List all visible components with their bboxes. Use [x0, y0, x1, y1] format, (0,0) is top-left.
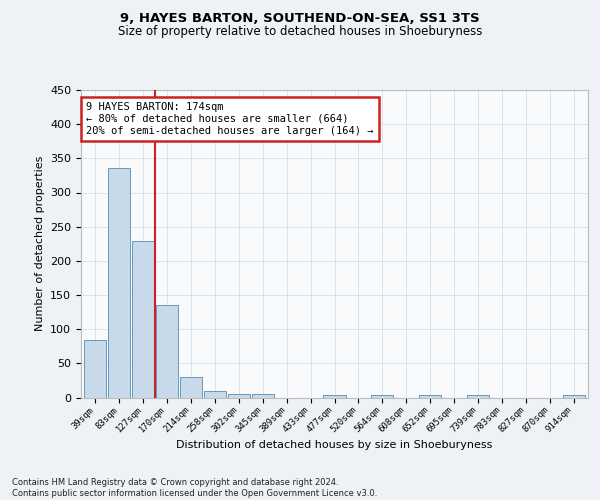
Bar [85, 340, 106, 398]
Text: Size of property relative to detached houses in Shoeburyness: Size of property relative to detached ho… [118, 25, 482, 38]
Bar [108, 168, 130, 398]
Bar [252, 394, 274, 398]
X-axis label: Distribution of detached houses by size in Shoeburyness: Distribution of detached houses by size … [176, 440, 493, 450]
Text: Contains HM Land Registry data © Crown copyright and database right 2024.
Contai: Contains HM Land Registry data © Crown c… [12, 478, 377, 498]
Bar [228, 394, 250, 398]
Bar [419, 396, 441, 398]
Bar [180, 377, 202, 398]
Bar [132, 241, 154, 398]
Bar [323, 396, 346, 398]
Text: 9 HAYES BARTON: 174sqm
← 80% of detached houses are smaller (664)
20% of semi-de: 9 HAYES BARTON: 174sqm ← 80% of detached… [86, 102, 374, 136]
Bar [467, 396, 489, 398]
Bar [156, 304, 178, 398]
Bar [204, 390, 226, 398]
Bar [563, 396, 584, 398]
Text: 9, HAYES BARTON, SOUTHEND-ON-SEA, SS1 3TS: 9, HAYES BARTON, SOUTHEND-ON-SEA, SS1 3T… [120, 12, 480, 26]
Bar [371, 396, 394, 398]
Y-axis label: Number of detached properties: Number of detached properties [35, 156, 44, 332]
